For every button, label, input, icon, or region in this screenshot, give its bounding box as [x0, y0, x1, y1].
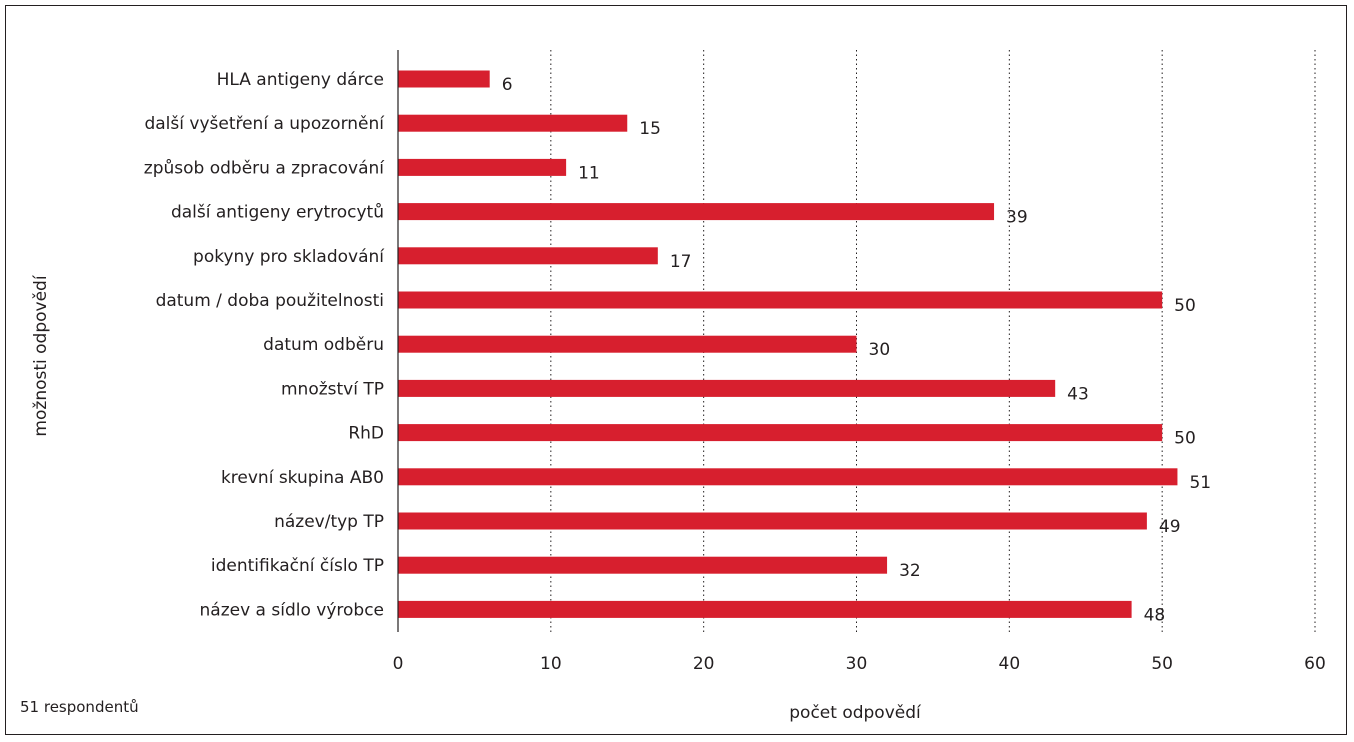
bar [398, 70, 490, 88]
bar [398, 114, 628, 132]
bar [398, 247, 658, 265]
category-label: datum odběru [263, 335, 384, 355]
category-label: název a sídlo výrobce [200, 600, 385, 620]
value-label: 11 [578, 163, 600, 183]
value-label: 39 [1006, 208, 1028, 228]
bar [398, 556, 888, 574]
y-axis-title: možnosti odpovědí [31, 274, 51, 436]
value-label: 43 [1067, 384, 1089, 404]
category-label: krevní skupina AB0 [221, 468, 384, 488]
category-label: pokyny pro skladování [193, 247, 385, 267]
bar [398, 600, 1132, 618]
category-label: identifikační číslo TP [211, 556, 384, 576]
category-label: HLA antigeny dárce [217, 70, 384, 90]
x-tick-label: 40 [999, 654, 1021, 674]
value-label: 48 [1144, 605, 1166, 625]
bar [398, 335, 857, 353]
value-label: 50 [1174, 296, 1196, 316]
category-label: datum / doba použitelnosti [156, 291, 384, 311]
value-labels: 6 15 11 39 17 50 30 43 50 51 49 32 48 [502, 75, 1211, 625]
x-tick-label: 60 [1304, 654, 1326, 674]
x-tick-label: 0 [393, 654, 404, 674]
bar [398, 158, 567, 176]
category-label: název/typ TP [274, 512, 384, 532]
bars [398, 70, 1178, 618]
bar [398, 512, 1147, 530]
value-label: 32 [899, 561, 921, 581]
value-label: 30 [869, 340, 891, 360]
category-label: RhD [348, 424, 384, 444]
category-label: další vyšetření a upozornění [144, 114, 385, 134]
bar [398, 291, 1163, 309]
x-tick-labels: 0 10 20 30 40 50 60 [393, 654, 1326, 674]
x-tick-label: 10 [540, 654, 562, 674]
x-tick-label: 50 [1151, 654, 1173, 674]
respondents-note: 51 respondentů [20, 698, 139, 716]
value-label: 51 [1189, 473, 1211, 493]
value-label: 6 [502, 75, 513, 95]
x-tick-label: 30 [846, 654, 868, 674]
bar [398, 468, 1178, 486]
value-label: 50 [1174, 429, 1196, 449]
category-label: způsob odběru a zpracování [144, 158, 385, 178]
bar [398, 424, 1163, 442]
value-label: 15 [639, 119, 661, 139]
value-label: 17 [670, 252, 692, 272]
bar [398, 379, 1056, 397]
x-axis-title: počet odpovědí [789, 703, 922, 723]
value-label: 49 [1159, 517, 1181, 537]
category-label: další antigeny erytrocytů [171, 203, 384, 223]
category-label: množství TP [281, 379, 384, 399]
x-tick-label: 20 [693, 654, 715, 674]
category-labels: HLA antigeny dárce další vyšetření a upoz… [144, 70, 385, 620]
bar [398, 203, 995, 221]
